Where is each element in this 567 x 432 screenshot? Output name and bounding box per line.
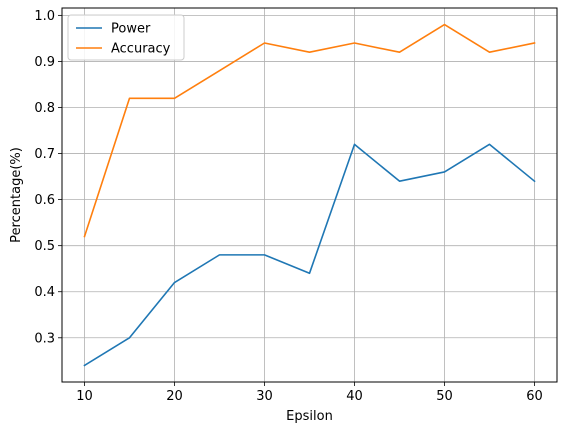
- series-line-power: [83, 143, 536, 367]
- x-tick-label: 50: [436, 389, 453, 404]
- legend: Power Accuracy: [67, 14, 185, 61]
- series-line-accuracy: [83, 23, 536, 238]
- y-axis-label: Percentage(%): [9, 147, 24, 243]
- y-tick-label: 1.0: [34, 9, 55, 24]
- x-tick-label: 30: [256, 389, 273, 404]
- y-tick-label: 0.8: [34, 101, 55, 116]
- legend-label-power: Power: [111, 22, 151, 37]
- x-tick-label: 20: [166, 389, 183, 404]
- x-tick-label: 40: [346, 389, 363, 404]
- x-tick-label: 10: [76, 389, 93, 404]
- y-tick-label: 0.6: [34, 193, 55, 208]
- series-lines: [83, 23, 536, 367]
- y-tick-label: 0.4: [34, 285, 55, 300]
- y-tick-label: 0.7: [34, 147, 55, 162]
- legend-label-accuracy: Accuracy: [111, 42, 171, 57]
- y-tick-label: 0.5: [34, 239, 55, 254]
- y-tick-label: 0.3: [34, 331, 55, 346]
- plot-frame: [61, 7, 558, 383]
- y-tick-label: 0.9: [34, 55, 55, 70]
- x-tick-label: 60: [526, 389, 543, 404]
- x-axis-label: Epsilon: [286, 409, 333, 424]
- axis-ticks: 10 20 30 40 50 60 0.3 0.4 0.5 0.6 0.7 0.8 0.9 1.0: [34, 9, 542, 404]
- grid-lines: [62, 8, 557, 382]
